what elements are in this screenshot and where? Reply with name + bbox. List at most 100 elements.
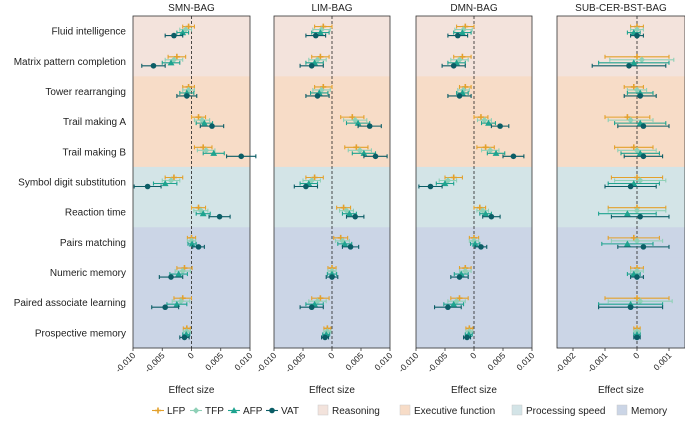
legend-label: Memory [631, 406, 667, 417]
point-tfp-tower-rearranging [312, 86, 331, 94]
x-axis-label: Effect size [169, 385, 215, 396]
marker-circle [640, 123, 647, 129]
x-axis-label: Effect size [451, 385, 497, 396]
point-lfp-trail-making-a [340, 114, 365, 121]
point-vat-matrix-pattern-completion [299, 62, 324, 69]
point-vat-paired-associate-learning [151, 304, 180, 311]
point-lfp-symbol-digit-substitution [610, 174, 664, 181]
legend-label: Executive function [414, 406, 495, 417]
marker-diamond [633, 147, 641, 154]
row-label-numeric-memory: Numeric memory [50, 268, 126, 279]
point-afp-trail-making-b [486, 149, 506, 156]
point-vat-symbol-digit-substitution [133, 183, 162, 190]
marker-triangle [630, 59, 638, 66]
marker-circle [144, 183, 151, 190]
point-afp-trail-making-a [345, 119, 371, 126]
point-tfp-symbol-digit-substitution [302, 177, 321, 184]
marker-circle [184, 93, 190, 99]
point-afp-trail-making-b [351, 149, 377, 156]
marker-circle [478, 244, 484, 250]
x-tick-label: 0 [326, 350, 337, 361]
legend-item-processing-speed: Processing speed [511, 404, 606, 417]
marker-triangle [200, 119, 208, 126]
marker-circle [627, 183, 634, 190]
point-vat-prospective-memory [463, 334, 472, 341]
point-afp-pairs-matching [601, 240, 654, 247]
marker-plus [317, 53, 324, 60]
x-tick-label: -0.005 [143, 350, 167, 374]
point-vat-numeric-memory [325, 274, 339, 280]
point-vat-reaction-time [208, 213, 231, 220]
marker-triangle [450, 300, 458, 307]
panel-title: SMN-BAG [168, 3, 215, 14]
marker-circle [456, 93, 463, 99]
marker-plus [311, 174, 318, 181]
band-executive-function [557, 76, 685, 108]
point-lfp-reaction-time [473, 204, 487, 211]
marker-circle [308, 304, 315, 311]
point-tfp-matrix-pattern-completion [450, 56, 469, 63]
marker-circle [637, 213, 643, 220]
point-afp-fluid-intelligence [176, 29, 190, 36]
point-vat-pairs-matching [474, 244, 488, 250]
point-lfp-paired-associate-learning [311, 295, 330, 302]
x-tick-label: -0.010 [396, 350, 420, 374]
panel-title: DMN-BAG [450, 3, 497, 14]
point-tfp-matrix-pattern-completion [609, 56, 675, 63]
point-lfp-tower-rearranging [458, 83, 472, 90]
marker-plus [477, 114, 484, 121]
panel-lim-bag: LIM-BAG -0.010 -0.005 0 0.005 0.010 Effect siz… [254, 3, 394, 396]
marker-triangle [317, 29, 324, 36]
marker-circle [454, 32, 461, 39]
band-memory [557, 227, 685, 258]
point-lfp-trail-making-b [614, 144, 654, 151]
marker-circle [216, 213, 223, 220]
point-vat-fluid-intelligence [305, 32, 327, 39]
point-lfp-symbol-digit-substitution [164, 174, 184, 181]
point-tfp-trail-making-a [607, 116, 654, 124]
legend-item-tfp: TFP [190, 406, 224, 417]
marker-diamond [167, 177, 175, 184]
legend-item-memory: Memory [616, 404, 667, 417]
marker-plus [195, 204, 202, 211]
point-lfp-paired-associate-learning [173, 295, 193, 302]
point-lfp-trail-making-b [344, 144, 369, 151]
marker-diamond [198, 116, 206, 124]
marker-triangle [199, 210, 207, 217]
marker-triangle [485, 119, 492, 126]
marker-plus [173, 53, 180, 60]
x-tick-label: 0.010 [514, 350, 536, 372]
marker-plus [200, 144, 207, 151]
marker-plus [482, 144, 489, 151]
point-afp-pairs-matching [187, 240, 197, 247]
point-lfp-fluid-intelligence [314, 23, 333, 30]
marker-plus [349, 114, 356, 121]
marker-circle [637, 93, 643, 99]
x-tick-label: 0.010 [372, 350, 394, 372]
marker-circle [627, 304, 634, 311]
legend: LFP TFP AFP VAT Reasoning Executive function P… [152, 404, 667, 417]
point-tfp-fluid-intelligence [179, 26, 193, 33]
legend-swatch [616, 404, 628, 416]
point-tfp-reaction-time [338, 207, 355, 214]
marker-triangle [210, 149, 218, 156]
legend-label: AFP [243, 406, 263, 417]
row-label-reaction-time: Reaction time [65, 208, 127, 219]
marker-diamond [637, 298, 644, 305]
marker-circle [488, 213, 495, 220]
marker-plus [634, 53, 640, 60]
marker-circle [450, 62, 457, 69]
point-tfp-trail-making-b [617, 147, 657, 154]
point-vat-reaction-time [610, 213, 670, 220]
legend-label: LFP [167, 406, 186, 417]
marker-diamond [182, 26, 189, 33]
panel-smn-bag: SMN-BAG -0.010 -0.005 0 0.005 0.010 Effect siz… [113, 3, 257, 396]
point-vat-symbol-digit-substitution [418, 183, 443, 190]
legend-item-executive-function: Executive function [399, 404, 495, 417]
row-label-prospective-memory: Prospective memory [35, 328, 126, 339]
point-tfp-matrix-pattern-completion [164, 56, 184, 63]
point-tfp-trail-making-a [343, 116, 368, 124]
point-vat-trail-making-b [502, 153, 525, 160]
point-lfp-tower-rearranging [314, 83, 333, 90]
marker-plus [340, 204, 347, 211]
